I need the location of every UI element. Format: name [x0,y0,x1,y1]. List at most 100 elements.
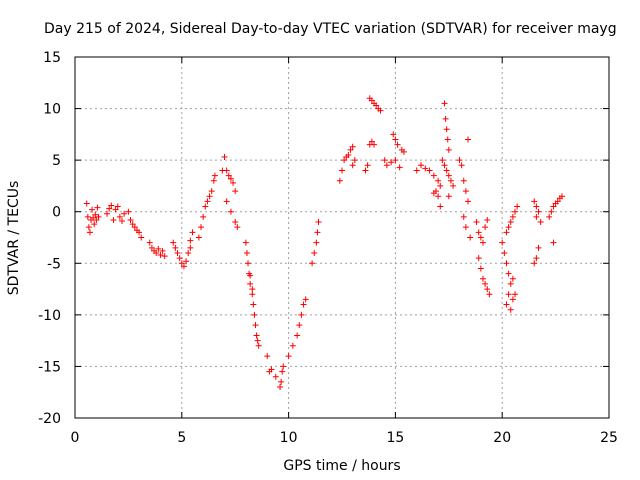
data-point [413,167,420,174]
data-point [503,301,510,308]
data-point [548,208,555,215]
data-point [477,234,484,241]
data-point [232,188,239,195]
data-point [443,126,450,133]
data-point [280,363,287,370]
data-point [116,213,123,220]
data-point [392,157,399,164]
data-point [187,244,194,251]
data-point [251,311,258,318]
data-point [514,203,521,210]
data-point [309,260,316,267]
data-point [314,229,321,236]
data-point [153,249,160,256]
data-point [390,131,397,138]
data-point [176,255,183,262]
data-point [255,342,262,349]
data-point [84,213,91,220]
data-point [501,249,508,256]
data-point [503,260,510,267]
data-point [108,202,115,209]
data-point [430,190,437,197]
data-point [364,162,371,169]
data-point [460,213,467,220]
data-point [279,368,286,375]
data-point [512,291,519,298]
data-point [349,162,356,169]
data-point [486,291,493,298]
data-point [247,280,254,287]
data-point [294,332,301,339]
data-point [418,162,425,169]
data-point [172,244,179,251]
data-point [550,203,557,210]
data-point [227,208,234,215]
data-point [302,296,309,303]
data-point [462,188,469,195]
axis-ticks: 0 5 10 15 20 25 -20 -15 -10 -5 0 5 10 15 [38,50,618,446]
plot-frame [74,56,610,419]
data-point [546,213,553,220]
data-point [533,203,540,210]
data-point [118,217,125,224]
data-point [458,162,465,169]
data-point [131,224,138,231]
data-point [467,234,474,241]
data-point [104,210,111,217]
data-point [285,353,292,360]
data-point [507,306,514,313]
data-point [85,224,92,231]
data-point [373,102,380,109]
data-point [296,322,303,329]
data-point [437,203,444,210]
data-point [535,244,542,251]
data-point [499,239,506,246]
data-point [509,296,516,303]
data-point [388,159,395,166]
data-point [444,136,451,143]
data-point [174,249,181,256]
data-point [234,224,241,231]
data-point [86,229,93,236]
data-point [195,234,202,241]
x-tick-label: 10 [280,430,298,446]
data-point [277,384,284,391]
data-point [91,221,98,228]
y-tick-label: -10 [38,308,61,324]
data-point [479,275,486,282]
data-point [112,206,119,213]
data-point [437,182,444,189]
data-point [445,146,452,153]
data-point [146,239,153,246]
data-point [200,213,207,220]
data-point [95,213,102,220]
data-point [204,198,211,205]
data-point [347,146,354,153]
data-point [550,239,557,246]
data-point [505,270,512,277]
data-point [138,234,145,241]
data-point [315,219,322,226]
data-point [313,239,320,246]
data-point [223,198,230,205]
x-tick-label: 5 [177,430,186,446]
data-point [227,175,234,182]
data-point [509,275,516,282]
data-point [552,200,559,207]
data-point [535,208,542,215]
data-point [336,177,343,184]
data-point [148,244,155,251]
data-point [465,198,472,205]
data-point [442,115,449,122]
data-point [93,216,100,223]
data-point [394,141,401,148]
data-point [450,182,457,189]
data-point [443,167,450,174]
data-point [225,172,232,179]
data-point [247,272,254,279]
data-point [298,311,305,318]
data-point [475,255,482,262]
data-point [278,378,285,385]
data-point [430,172,437,179]
